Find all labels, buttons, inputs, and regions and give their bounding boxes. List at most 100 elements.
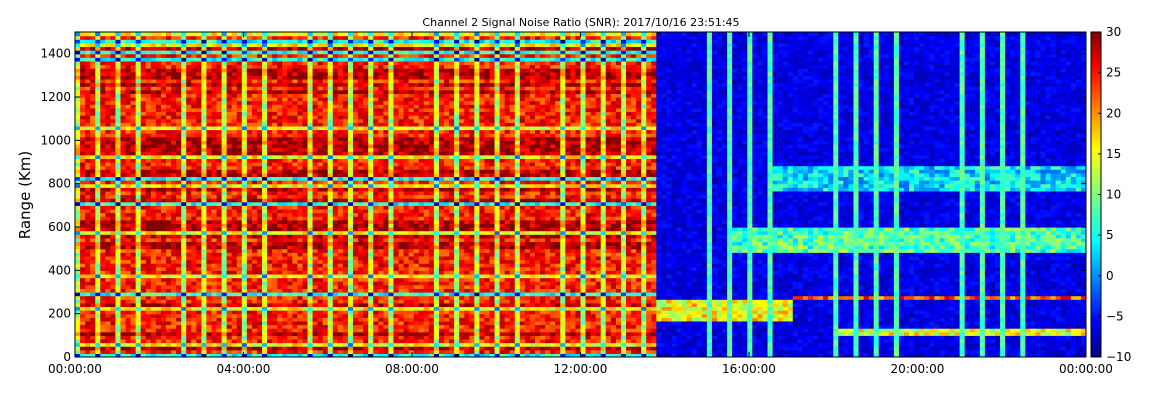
heatmap-cell [322, 263, 329, 268]
heatmap-cell [165, 324, 172, 329]
heatmap-cell [287, 353, 293, 357]
heatmap-cell [226, 115, 233, 120]
heatmap-cell [272, 140, 278, 145]
heatmap-cell [196, 270, 202, 275]
heatmap-cell [105, 125, 111, 131]
heatmap-cell [90, 82, 96, 87]
heatmap-cell [332, 320, 339, 326]
heatmap-cell [186, 212, 192, 217]
heatmap-cell [160, 320, 167, 326]
heatmap-cell [292, 183, 299, 188]
heatmap-cell [332, 125, 339, 131]
heatmap-cell [322, 136, 329, 141]
heatmap-cell [206, 78, 213, 84]
heatmap-cell [231, 292, 238, 297]
heatmap-cell [221, 64, 228, 69]
heatmap-cell [196, 208, 202, 214]
heatmap-cell [145, 100, 152, 105]
heatmap-cell [216, 68, 223, 73]
heatmap-cell [322, 295, 329, 300]
heatmap-cell [105, 57, 111, 62]
heatmap-cell [171, 212, 177, 217]
heatmap-cell [347, 237, 354, 243]
heatmap-cell [272, 115, 278, 120]
heatmap-cell [297, 349, 304, 354]
heatmap-cell [216, 219, 223, 224]
heatmap-cell [90, 107, 96, 113]
heatmap-cell [241, 295, 248, 300]
heatmap-cell [256, 234, 263, 239]
heatmap-cell [211, 129, 218, 134]
heatmap-cell [332, 46, 339, 51]
heatmap-cell [90, 353, 96, 357]
heatmap-cell [155, 259, 162, 264]
heatmap-cell [140, 107, 147, 113]
heatmap-cell [85, 295, 91, 300]
heatmap-cell [312, 227, 319, 232]
heatmap-cell [95, 180, 101, 185]
heatmap-cell [262, 324, 268, 329]
heatmap-cell [201, 252, 208, 257]
heatmap-cell [347, 252, 354, 257]
heatmap-cell [332, 129, 339, 134]
heatmap-cell [287, 190, 293, 196]
heatmap-cell [327, 169, 334, 174]
heatmap-cell [100, 64, 106, 69]
heatmap-cell [317, 248, 324, 253]
heatmap-cell [277, 219, 283, 224]
heatmap-cell [267, 176, 273, 181]
heatmap-cell [186, 111, 192, 116]
heatmap-cell [307, 75, 314, 80]
heatmap-cell [251, 266, 258, 271]
heatmap-cell [236, 147, 243, 152]
heatmap-cell [125, 273, 132, 279]
heatmap-cell [191, 227, 197, 232]
heatmap-cell [282, 288, 288, 293]
heatmap-cell [105, 107, 111, 113]
heatmap-cell [201, 219, 208, 224]
heatmap-cell [140, 129, 147, 134]
heatmap-cell [241, 259, 248, 264]
heatmap-cell [160, 100, 167, 105]
heatmap-cell [201, 292, 208, 297]
heatmap-cell [110, 46, 117, 51]
heatmap-cell [130, 208, 137, 214]
heatmap-cell [110, 82, 117, 87]
heatmap-cell [322, 219, 329, 224]
heatmap-cell [246, 273, 253, 279]
heatmap-cell [160, 107, 167, 113]
heatmap-cell [171, 263, 177, 268]
heatmap-cell [282, 299, 288, 304]
heatmap-cell [216, 299, 223, 304]
heatmap-cell [342, 100, 349, 105]
heatmap-cell [80, 234, 86, 239]
heatmap-cell [110, 353, 117, 357]
heatmap-cell [115, 60, 122, 66]
heatmap-cell [191, 277, 197, 282]
heatmap-cell [125, 100, 132, 105]
heatmap-cell [251, 60, 258, 66]
heatmap-cell [150, 320, 157, 326]
heatmap-cell [186, 187, 192, 192]
heatmap-cell [110, 190, 117, 196]
heatmap-cell [196, 198, 202, 203]
heatmap-cell [312, 234, 319, 239]
heatmap-cell [231, 180, 238, 185]
heatmap-cell [297, 42, 304, 48]
heatmap-cell [75, 208, 81, 214]
heatmap-cell [277, 125, 283, 131]
heatmap-cell [201, 46, 208, 51]
heatmap-cell [267, 331, 273, 336]
heatmap-cell [332, 248, 339, 253]
heatmap-cell [267, 42, 273, 48]
heatmap-cell [80, 39, 86, 44]
heatmap-cell [135, 147, 142, 152]
heatmap-cell [150, 245, 157, 250]
heatmap-cell [186, 273, 192, 279]
heatmap-cell [201, 125, 208, 131]
heatmap-cell [171, 331, 177, 336]
heatmap-cell [181, 50, 187, 55]
heatmap-cell [80, 292, 86, 297]
heatmap-cell [353, 313, 359, 318]
heatmap-cell [145, 78, 152, 84]
